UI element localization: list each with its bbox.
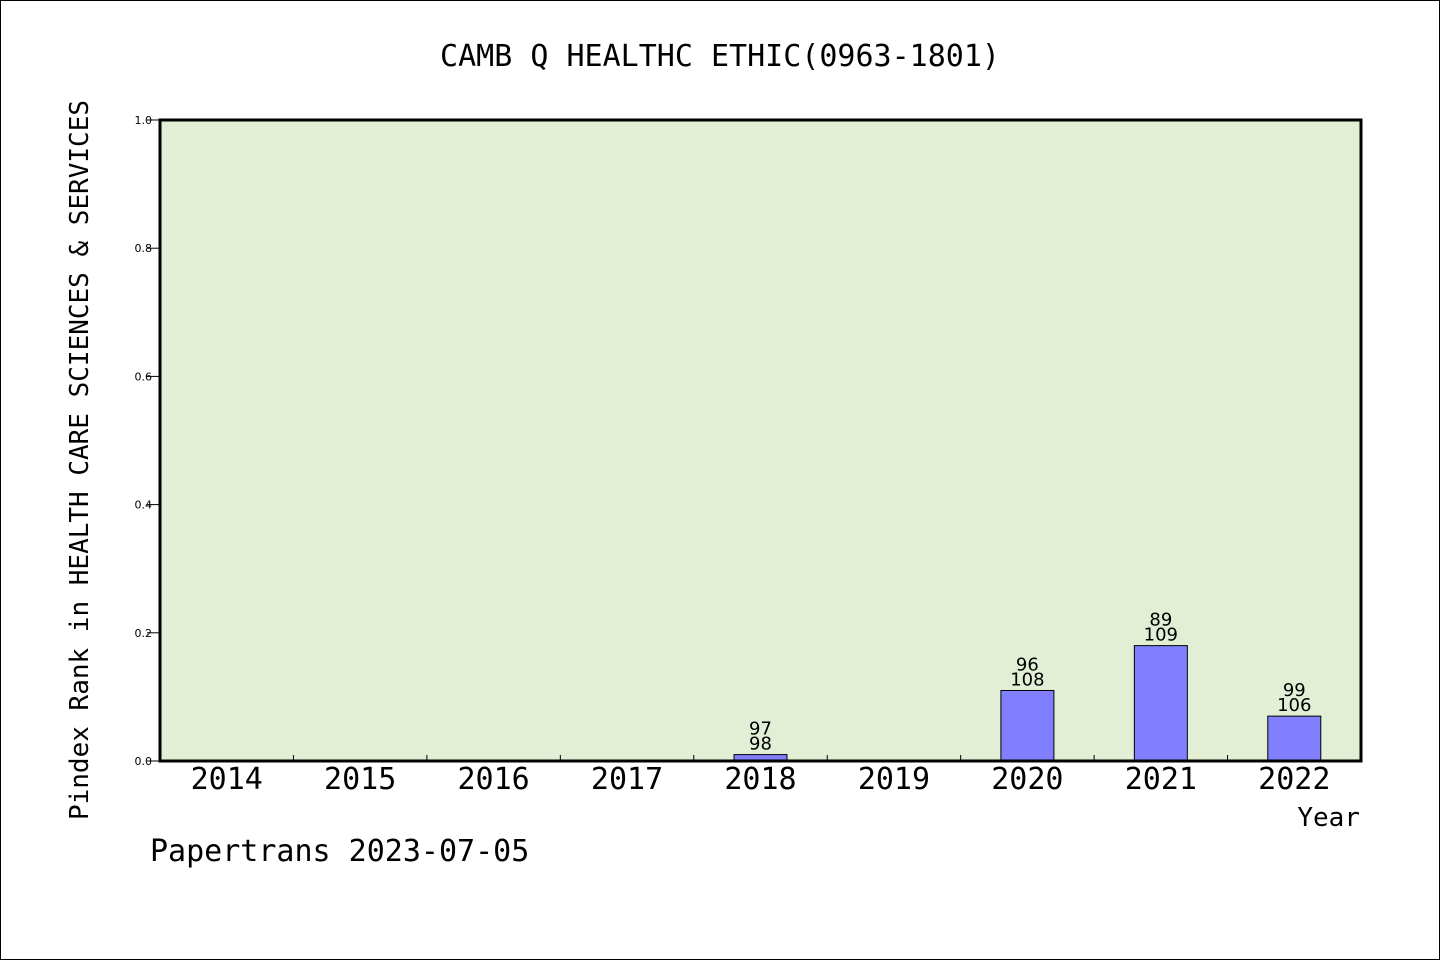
bar-label-bottom: 109 — [1144, 625, 1178, 646]
bar-label-top: 89 — [1149, 610, 1172, 631]
x-tick-label: 2020 — [991, 762, 1063, 797]
x-tick-label: 2015 — [324, 762, 396, 797]
bar-2022 — [1267, 715, 1322, 762]
x-tick-label: 2017 — [591, 762, 663, 797]
bar-2021 — [1133, 645, 1188, 762]
x-tick-label: 2021 — [1125, 762, 1197, 797]
bar-label-top: 97 — [749, 719, 772, 740]
footer-credit: Papertrans 2023-07-05 — [150, 834, 530, 869]
y-tick-label: 0.4 — [135, 499, 153, 512]
x-tick-label: 2014 — [191, 762, 263, 797]
y-tick-label: 1.0 — [135, 114, 153, 127]
bar-2020 — [1000, 689, 1055, 762]
bar-label-bottom: 98 — [749, 734, 772, 755]
x-axis-label: Year — [1297, 803, 1360, 833]
x-tick-label: 2019 — [858, 762, 930, 797]
y-tick-label: 0.2 — [135, 627, 153, 640]
bar-label-top: 99 — [1283, 680, 1306, 701]
x-tick-label: 2016 — [457, 762, 529, 797]
bar-label-bottom: 108 — [1010, 669, 1044, 690]
y-tick-label: 0.8 — [135, 242, 153, 255]
y-tick-label: 0.0 — [135, 755, 153, 768]
chart-title: CAMB Q HEALTHC ETHIC(0963-1801) — [440, 39, 1000, 74]
bar-label-bottom: 106 — [1277, 695, 1311, 716]
bar-label-top: 96 — [1016, 654, 1039, 675]
plot-border — [158, 118, 1363, 763]
y-tick-label: 0.6 — [135, 370, 153, 383]
x-tick-label: 2018 — [724, 762, 796, 797]
x-tick-label: 2022 — [1258, 762, 1330, 797]
y-axis-label: Pindex Rank in HEALTH CARE SCIENCES & SE… — [65, 100, 95, 820]
